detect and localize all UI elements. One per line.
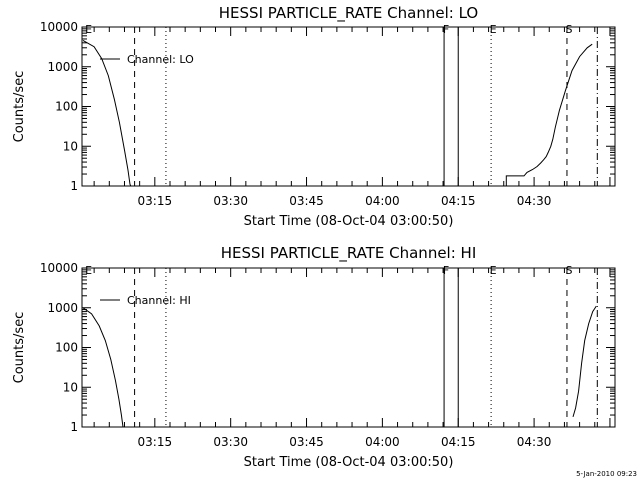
panel-1-marker-label: S <box>565 23 572 36</box>
panel-1-y-tick-label: 10000 <box>40 20 78 34</box>
panel-1-legend-label: Channel: LO <box>127 53 194 66</box>
panel-1-marker-label: F <box>443 23 449 36</box>
panel-1-x-axis-label: Start Time (08-Oct-04 03:00:50) <box>244 214 454 229</box>
panel-1-title: HESSI PARTICLE_RATE Channel: LO <box>219 4 478 23</box>
panel-2-marker-label: S <box>565 264 572 277</box>
panel-1-series-line-1 <box>82 39 132 187</box>
panel-2-plot-frame <box>81 267 616 428</box>
footer-timestamp: 5-Jan-2010 09:23 <box>576 470 637 478</box>
panel-1-marker-label: E <box>85 23 92 36</box>
panel-1-marker-label: E <box>490 23 497 36</box>
panel-1-plot-frame <box>81 26 616 187</box>
panel-2-title: HESSI PARTICLE_RATE Channel: HI <box>221 244 477 263</box>
panel-2-marker-label: E <box>85 264 92 277</box>
panel-2-y-tick-label: 10 <box>63 380 78 394</box>
panel-1-x-tick-label: 03:30 <box>213 194 248 208</box>
panel-1-x-tick-label: 04:00 <box>365 194 400 208</box>
panel-1-y-axis-label: Counts/sec <box>12 71 27 143</box>
panel-2-x-tick-label: 04:30 <box>517 435 552 449</box>
panel-1-x-tick-label: 03:15 <box>138 194 173 208</box>
panel-2-y-tick-label: 1 <box>70 420 78 434</box>
panel-2-x-axis-label: Start Time (08-Oct-04 03:00:50) <box>244 455 454 470</box>
panel-1-series-line-2 <box>505 43 593 186</box>
panel-2-y-tick-label: 100 <box>55 341 78 355</box>
panel-2-x-tick-label: 04:00 <box>365 435 400 449</box>
panel-1-x-tick-label: 03:45 <box>289 194 324 208</box>
panel-1-y-tick-label: 1000 <box>47 60 78 74</box>
panel-1-y-tick-label: 1 <box>70 179 78 193</box>
panel-2-series-line-1 <box>82 307 124 428</box>
panel-1-x-tick-label: 04:15 <box>441 194 476 208</box>
panel-2-x-tick-label: 04:15 <box>441 435 476 449</box>
panel-2-legend-label: Channel: HI <box>127 294 191 307</box>
panel-2-x-tick-label: 03:30 <box>213 435 248 449</box>
panel-2-series-line-2 <box>572 305 597 418</box>
panel-1-y-tick-label: 10 <box>63 139 78 153</box>
panel-2-y-tick-label: 10000 <box>40 261 78 275</box>
panel-2-marker-label: E <box>490 264 497 277</box>
panel-1-y-tick-label: 100 <box>55 100 78 114</box>
panel-2-x-tick-label: 03:45 <box>289 435 324 449</box>
panel-2-y-axis-label: Counts/sec <box>12 312 27 384</box>
panel-2-x-tick-label: 03:15 <box>138 435 173 449</box>
panel-2-marker-label: F <box>443 264 449 277</box>
panel-2-y-tick-label: 1000 <box>47 301 78 315</box>
panel-1-x-tick-label: 04:30 <box>517 194 552 208</box>
